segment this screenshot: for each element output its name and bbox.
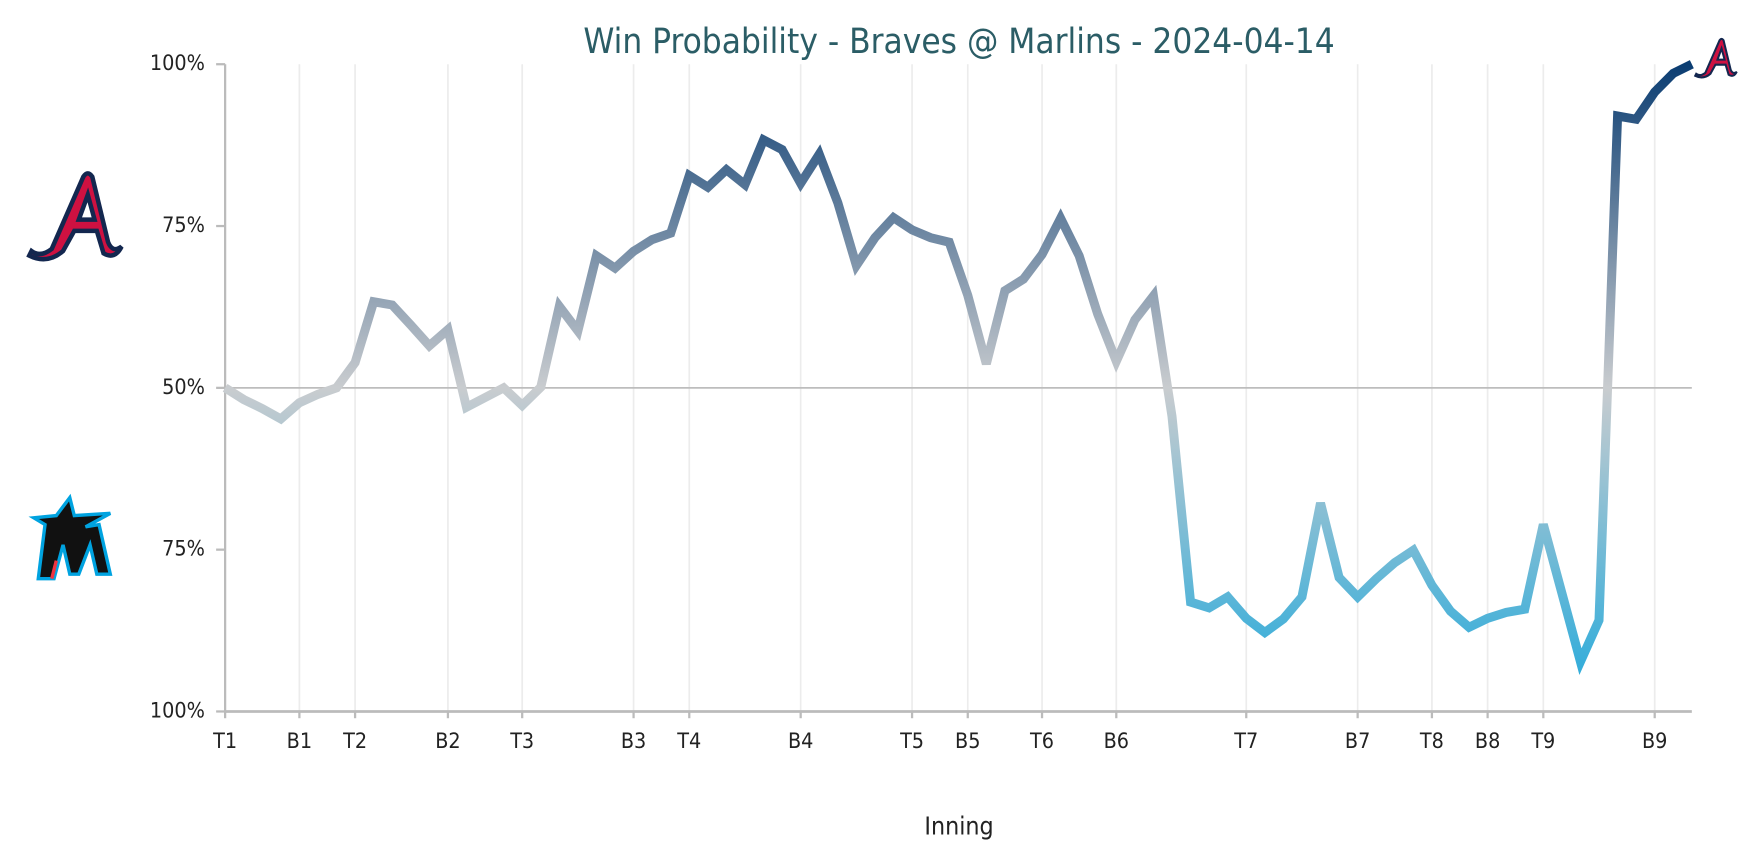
- x-tick-label: B3: [621, 729, 646, 754]
- x-tick-label: B1: [287, 729, 312, 754]
- x-tick-label: T2: [342, 729, 367, 754]
- x-tick-label: T6: [1029, 729, 1054, 754]
- x-tick-label: B2: [435, 729, 460, 754]
- x-tick-label: T3: [509, 729, 534, 754]
- y-tick-label: 100%: [150, 51, 205, 76]
- grid: [216, 63, 1692, 719]
- x-tick-label: T5: [899, 729, 924, 754]
- win-probability-line: [222, 60, 1694, 675]
- x-axis-label: Inning: [924, 811, 993, 840]
- x-tick-label: B7: [1345, 729, 1370, 754]
- x-tick-label: T8: [1419, 729, 1444, 754]
- x-tick-label: T1: [212, 729, 237, 754]
- x-tick-label: B6: [1104, 729, 1129, 754]
- x-tick-label: B4: [788, 729, 813, 754]
- x-tick-label: B9: [1642, 729, 1667, 754]
- y-tick-label: 100%: [150, 698, 205, 723]
- y-tick-label: 75%: [162, 213, 205, 238]
- chart-title: Win Probability - Braves @ Marlins - 202…: [583, 22, 1334, 62]
- x-tick-label: T7: [1233, 729, 1258, 754]
- braves-logo-small: [1693, 37, 1738, 79]
- y-tick-label: 50%: [162, 375, 205, 400]
- x-tick-label: T9: [1530, 729, 1555, 754]
- marlins-logo: [28, 493, 113, 581]
- braves-logo: [26, 171, 124, 262]
- x-tick-label: B5: [955, 729, 980, 754]
- x-tick-label: B8: [1475, 729, 1500, 754]
- y-tick-label: 75%: [162, 537, 205, 562]
- x-tick-label: T4: [676, 729, 701, 754]
